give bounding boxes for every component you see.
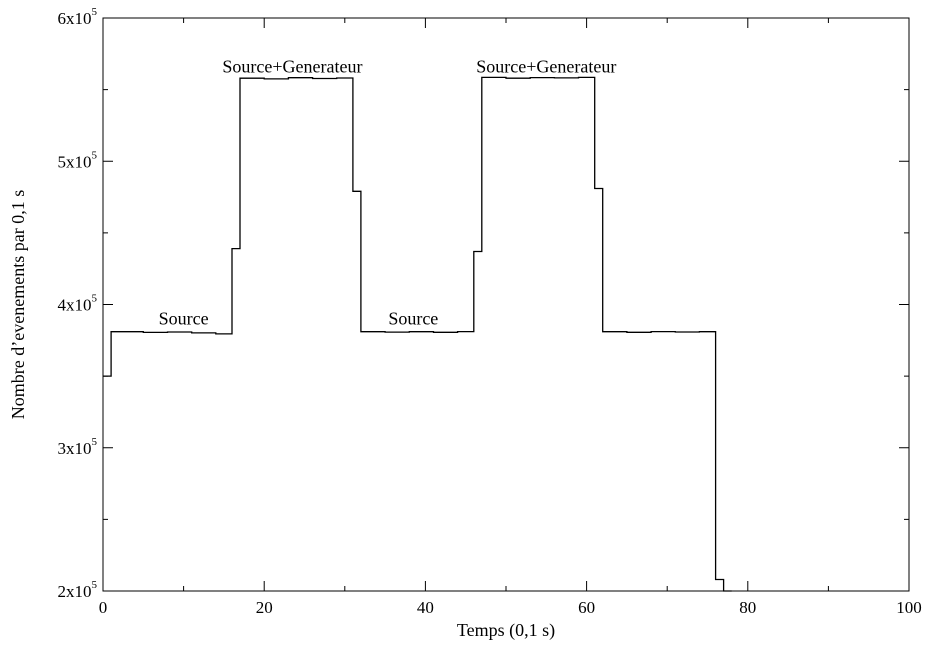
y-tick-label: 2x105 — [58, 579, 98, 601]
annotation-label: Source+Generateur — [222, 56, 362, 76]
x-tick-label: 0 — [99, 598, 108, 617]
x-tick-label: 100 — [896, 598, 922, 617]
annotation-label: Source+Generateur — [476, 56, 616, 76]
annotations: Source Source+Generateur Source Source+Gene… — [159, 56, 617, 328]
x-tick-label: 60 — [578, 598, 595, 617]
annotation-label: Source — [159, 309, 209, 329]
y-tick-label: 5x105 — [58, 149, 98, 171]
y-axis-label: Nombre d’evenements par 0,1 s — [8, 190, 28, 419]
x-tick-label: 20 — [256, 598, 273, 617]
plot-frame — [102, 17, 910, 592]
y-tick-label: 6x105 — [58, 6, 98, 28]
y-tick-label: 4x105 — [58, 293, 98, 315]
x-axis-label: Temps (0,1 s) — [457, 620, 555, 641]
tick-labels: 0 20 40 60 80 100 2x105 3x105 4x105 5x105 6x105 — [58, 6, 922, 617]
annotation-label: Source — [388, 309, 438, 329]
x-tick-label: 80 — [739, 598, 756, 617]
y-tick-label: 3x105 — [58, 436, 98, 458]
x-tick-label: 40 — [417, 598, 434, 617]
series-line — [103, 76, 732, 592]
axis-ticks — [102, 17, 910, 592]
